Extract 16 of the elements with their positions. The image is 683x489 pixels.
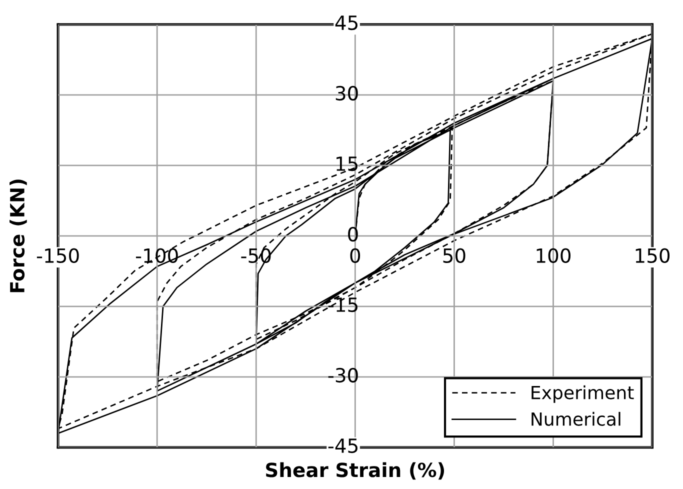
y-tick-label: 30 bbox=[336, 86, 358, 101]
y-tick-label: 45 bbox=[335, 16, 358, 30]
x-tick-label: -100 bbox=[136, 248, 178, 263]
legend-label: Experiment bbox=[532, 385, 634, 403]
x-tick-label: -150 bbox=[36, 248, 79, 263]
x-tick-label: 100 bbox=[536, 248, 570, 263]
y-tick-label: -30 bbox=[328, 368, 358, 383]
x-axis-title: Shear Strain (%) bbox=[266, 462, 444, 480]
x-tick-label: 50 bbox=[443, 248, 466, 263]
y-axis-title: Force (KN) bbox=[10, 180, 27, 292]
x-tick-label: 150 bbox=[636, 248, 670, 263]
y-tick-label: 0 bbox=[348, 226, 358, 242]
y-tick-label: 15 bbox=[336, 156, 358, 172]
y-tick-label: -45 bbox=[328, 438, 358, 454]
y-tick-label: -15 bbox=[328, 298, 358, 312]
legend-label: Numerical bbox=[532, 412, 620, 426]
